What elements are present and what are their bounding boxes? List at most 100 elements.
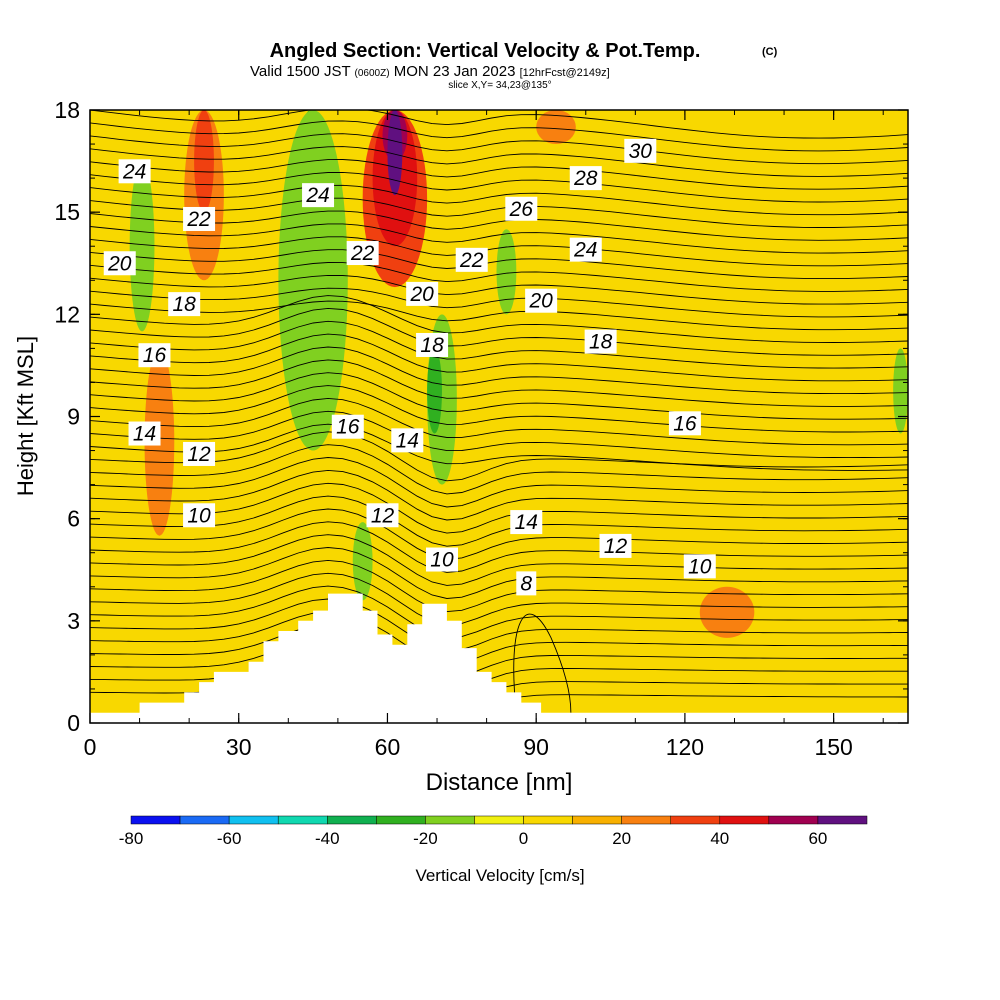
- contour-label: 18: [416, 332, 449, 357]
- y-axis: 0 3 6 9 12 15 18: [54, 97, 908, 736]
- velocity-cell: [496, 229, 517, 315]
- pot-temp-contour: [90, 133, 908, 165]
- contour-label: 10: [425, 547, 458, 572]
- title-mark: (C): [762, 46, 778, 58]
- colorbar-tick-label: -60: [217, 829, 242, 848]
- pot-temp-contour: [90, 236, 908, 267]
- colorbar-tick-label: 40: [710, 829, 729, 848]
- pot-temp-contour: [90, 508, 908, 560]
- colorbar-swatch: [179, 815, 230, 825]
- pot-temp-contour: [90, 146, 908, 177]
- colorbar-tick-label: 20: [612, 829, 631, 848]
- y-tick-label: 3: [67, 608, 80, 634]
- colorbar-tick-label: -40: [315, 829, 340, 848]
- contour-label-text: 8: [520, 572, 532, 595]
- colorbar-label: Vertical Velocity [cm/s]: [415, 866, 584, 885]
- contour-label-text: 24: [573, 239, 597, 262]
- velocity-cell: [129, 161, 155, 332]
- contour-label-text: 12: [187, 443, 211, 466]
- pot-temp-contour: [90, 457, 908, 508]
- velocity-band-0-10: [90, 110, 908, 723]
- contour-label: 30: [624, 138, 657, 163]
- contour-label: 10: [183, 503, 216, 528]
- pot-temp-contour: [90, 372, 908, 420]
- pot-temp-contour: [90, 431, 908, 482]
- colorbar-swatch: [376, 815, 426, 825]
- pot-temp-contour: [90, 274, 908, 305]
- contour-label: 24: [118, 159, 151, 184]
- pot-temp-contour: [90, 423, 908, 471]
- colorbar-swatch: [817, 815, 868, 825]
- y-tick-label: 12: [54, 301, 80, 327]
- contour-label: 20: [406, 281, 439, 306]
- pot-temp-contour: [90, 210, 908, 241]
- pot-temp-contour: [90, 598, 908, 652]
- contour-label: 22: [183, 206, 216, 231]
- pot-temp-contour: [90, 307, 908, 356]
- pot-temp-contour: [90, 300, 908, 331]
- contour-label-text: 24: [305, 184, 329, 207]
- contour-label-text: 30: [629, 140, 653, 163]
- pot-temp-contour: [90, 262, 908, 292]
- velocity-cell: [893, 348, 908, 434]
- x-tick-label: 30: [226, 734, 252, 760]
- contour-label: 22: [455, 247, 488, 272]
- contour-label-text: 14: [133, 423, 156, 446]
- pot-temp-contour: [90, 110, 908, 139]
- colorbar-tick-label: -80: [119, 829, 144, 848]
- colorbar-swatch: [670, 815, 721, 825]
- contour-label: 18: [168, 292, 201, 317]
- contour-label-text: 18: [173, 293, 197, 316]
- colorbar-tick-label: -20: [413, 829, 438, 848]
- velocity-cell: [194, 110, 214, 213]
- chart-title: Angled Section: Vertical Velocity & Pot.…: [270, 40, 701, 62]
- plot-area: [90, 110, 908, 723]
- colorbar-swatch: [768, 815, 819, 825]
- colorbar-swatch: [327, 815, 377, 825]
- colorbar-tick-label: 60: [808, 829, 827, 848]
- contour-label: 28: [569, 166, 602, 191]
- contour-label: 26: [505, 196, 538, 221]
- contour-label-text: 16: [143, 344, 167, 367]
- contour-label: 16: [138, 343, 171, 368]
- contour-label-text: 10: [688, 555, 712, 578]
- contour-label: 12: [183, 441, 216, 466]
- contour-label-text: 26: [509, 198, 534, 221]
- contour-label-text: 22: [459, 249, 484, 272]
- colorbar-swatch: [130, 815, 181, 825]
- pot-temp-contour: [90, 346, 908, 395]
- pot-temp-contour: [90, 585, 908, 639]
- contour-label-text: 20: [409, 283, 434, 306]
- pot-temp-contour: [90, 184, 908, 216]
- pot-temp-contour: [90, 534, 908, 586]
- pot-temp-contour: [90, 495, 908, 547]
- contour-label: 16: [331, 414, 364, 439]
- colorbar-swatch: [572, 815, 622, 825]
- x-tick-label: 60: [375, 734, 401, 760]
- pot-temp-contour: [90, 397, 908, 446]
- contour-label: 10: [683, 554, 716, 579]
- colorbar-swatch: [425, 815, 475, 825]
- velocity-cell: [536, 110, 576, 145]
- slice-info: slice X,Y= 34,23@135°: [448, 80, 551, 91]
- contour-label-text: 16: [336, 416, 360, 439]
- pot-temp-contour: [90, 359, 908, 407]
- contour-label-text: 20: [107, 252, 132, 275]
- contour-label: 14: [391, 428, 424, 453]
- contour-label-text: 10: [430, 549, 454, 572]
- contour-label-text: 18: [589, 331, 613, 354]
- y-tick-label: 6: [67, 506, 80, 532]
- pot-temp-contour: [90, 547, 908, 599]
- x-tick-label: 90: [523, 734, 549, 760]
- pot-temp-contour: [90, 637, 908, 691]
- contour-label-text: 22: [186, 208, 211, 231]
- colorbar-swatch: [719, 815, 770, 825]
- pot-temp-contour: [513, 613, 572, 713]
- contour-label-text: 18: [420, 334, 444, 357]
- x-tick-label: 120: [666, 734, 704, 760]
- y-tick-label: 15: [54, 199, 80, 225]
- velocity-field: [90, 110, 908, 723]
- y-tick-label: 18: [54, 97, 80, 123]
- pot-temp-contour: [90, 320, 908, 369]
